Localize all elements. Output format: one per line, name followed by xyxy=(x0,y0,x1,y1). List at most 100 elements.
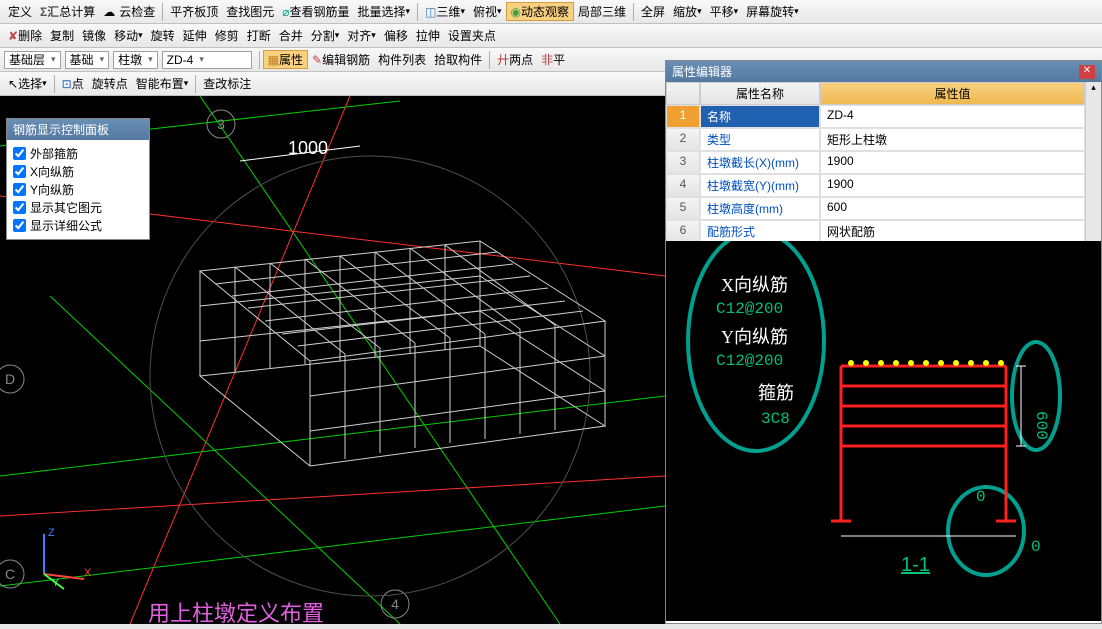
svg-text:C12@200: C12@200 xyxy=(716,300,783,318)
annotation-text: 用上柱墩定义布置 xyxy=(148,596,324,628)
pencil-icon: ✎ xyxy=(312,53,322,67)
svg-text:C: C xyxy=(5,566,15,582)
prop-name[interactable]: 名称 xyxy=(700,105,820,128)
prop-name[interactable]: 柱墩截宽(Y)(mm) xyxy=(700,174,820,197)
close-button[interactable]: ✕ xyxy=(1079,65,1095,79)
prop-name[interactable]: 柱墩高度(mm) xyxy=(700,197,820,220)
btn-cloud-check[interactable]: ☁云检查 xyxy=(99,3,159,20)
prop-editor-title: 属性编辑器 xyxy=(672,63,732,80)
point-icon: ⊡ xyxy=(62,77,72,91)
btn-define[interactable]: 定义 xyxy=(4,3,36,20)
btn-trim[interactable]: 修剪 xyxy=(211,27,243,44)
btn-smart[interactable]: 智能布置 ▾ xyxy=(132,75,193,92)
prop-name[interactable]: 类型 xyxy=(700,128,820,151)
rebar-icon: ⌀ xyxy=(282,5,289,19)
delete-icon: ✘ xyxy=(8,29,18,43)
btn-align[interactable]: 对齐 ▾ xyxy=(343,27,380,44)
btn-comp-list[interactable]: 构件列表 xyxy=(374,51,430,68)
btn-sum-calc[interactable]: Σ 汇总计算 xyxy=(36,3,99,20)
dd-category[interactable]: 基础 xyxy=(65,51,110,69)
btn-check-annot[interactable]: 查改标注 xyxy=(199,75,255,92)
svg-text:Z: Z xyxy=(48,527,55,539)
row-num[interactable]: 3 xyxy=(666,151,700,174)
btn-zoom[interactable]: 缩放 ▾ xyxy=(669,3,706,20)
dd-instance[interactable]: ZD-4 xyxy=(162,51,252,69)
btn-delete[interactable]: ✘ 删除 xyxy=(4,27,46,44)
btn-property[interactable]: ▦ 属性 xyxy=(263,50,308,69)
btn-merge[interactable]: 合并 xyxy=(275,27,307,44)
btn-move[interactable]: 移动 ▾ xyxy=(110,27,147,44)
btn-flat[interactable]: 非 平 xyxy=(537,51,569,68)
svg-text:3C8: 3C8 xyxy=(761,410,790,428)
btn-find-ent[interactable]: 查找图元 xyxy=(222,3,278,20)
prop-name[interactable]: 配筋形式 xyxy=(700,220,820,243)
btn-set-grip[interactable]: 设置夹点 xyxy=(444,27,500,44)
chk-label: 外部箍筋 xyxy=(30,145,78,162)
prop-val[interactable]: 网状配筋 xyxy=(820,220,1085,243)
row-num[interactable]: 2 xyxy=(666,128,700,151)
prop-val[interactable]: 1900 xyxy=(820,174,1085,197)
col-name-header: 属性名称 xyxy=(700,82,820,105)
btn-rotate[interactable]: 旋转 xyxy=(147,27,179,44)
row-num[interactable]: 6 xyxy=(666,220,700,243)
btn-pan[interactable]: 平移 ▾ xyxy=(706,3,743,20)
svg-text:X: X xyxy=(84,567,92,579)
btn-view-rebar[interactable]: ⌀ 查看钢筋量 xyxy=(278,3,353,20)
btn-top-view[interactable]: 俯视 ▾ xyxy=(469,3,506,20)
btn-extend[interactable]: 延伸 xyxy=(179,27,211,44)
svg-text:4: 4 xyxy=(391,596,399,612)
svg-text:箍筋: 箍筋 xyxy=(758,383,794,403)
btn-local-3d[interactable]: 局部三维 xyxy=(574,3,630,20)
cube-icon: ◫ xyxy=(425,5,436,19)
svg-text:Y: Y xyxy=(52,577,60,589)
row-num[interactable]: 1 xyxy=(666,105,700,128)
btn-stretch[interactable]: 拉伸 xyxy=(412,27,444,44)
property-grid[interactable]: 属性名称 属性值 ▴ 1 名称 ZD-4 2 类型 矩形上柱墩 3 柱墩截长(X… xyxy=(666,82,1101,267)
chk-show-other[interactable] xyxy=(13,201,26,214)
prop-val[interactable]: 600 xyxy=(820,197,1085,220)
chk-show-formula[interactable] xyxy=(13,219,26,232)
prop-val[interactable]: 1900 xyxy=(820,151,1085,174)
svg-text:D: D xyxy=(5,371,15,387)
prop-val[interactable]: ZD-4 xyxy=(820,105,1085,128)
svg-text:X向纵筋: X向纵筋 xyxy=(721,275,788,295)
btn-offset[interactable]: 偏移 xyxy=(380,27,412,44)
btn-flat-top[interactable]: 平齐板顶 xyxy=(166,3,222,20)
axis-gizmo: Z X Y xyxy=(24,524,94,594)
btn-batch-sel[interactable]: 批量选择 ▾ xyxy=(354,3,415,20)
chk-label: X向纵筋 xyxy=(30,163,74,180)
panel-title: 钢筋显示控制面板 xyxy=(7,119,149,140)
btn-split[interactable]: 分割 ▾ xyxy=(307,27,344,44)
btn-mirror[interactable]: 镜像 xyxy=(78,27,110,44)
btn-rot-pt[interactable]: 旋转点 xyxy=(88,75,132,92)
scrollbar[interactable]: ▴ xyxy=(1085,82,1101,266)
chk-x-rebar[interactable] xyxy=(13,165,26,178)
row-num[interactable]: 5 xyxy=(666,197,700,220)
row-num[interactable]: 4 xyxy=(666,174,700,197)
btn-pick[interactable]: 拾取构件 xyxy=(430,51,486,68)
property-icon: ▦ xyxy=(268,53,279,67)
btn-dyn-obs[interactable]: ◉ 动态观察 xyxy=(506,2,575,21)
chk-outer-stirrup[interactable] xyxy=(13,147,26,160)
rebar-display-panel[interactable]: 钢筋显示控制面板 外部箍筋 X向纵筋 Y向纵筋 显示其它图元 显示详细公式 xyxy=(6,118,150,240)
chk-label: Y向纵筋 xyxy=(30,181,74,198)
dd-type[interactable]: 柱墩 xyxy=(113,51,158,69)
cursor-icon: ↖ xyxy=(8,77,18,91)
btn-select[interactable]: ↖ 选择 ▾ xyxy=(4,75,51,92)
btn-screen-rot[interactable]: 屏幕旋转 ▾ xyxy=(742,3,803,20)
btn-full[interactable]: 全屏 xyxy=(637,3,669,20)
prop-name[interactable]: 柱墩截长(X)(mm) xyxy=(700,151,820,174)
btn-point[interactable]: ⊡ 点 xyxy=(58,75,88,92)
btn-copy[interactable]: 复制 xyxy=(46,27,78,44)
chk-y-rebar[interactable] xyxy=(13,183,26,196)
btn-3d[interactable]: ◫三维 ▾ xyxy=(421,3,469,20)
btn-two-pt[interactable]: 廾 两点 xyxy=(493,51,537,68)
svg-text:0: 0 xyxy=(1031,538,1041,556)
chk-label: 显示其它图元 xyxy=(30,199,102,216)
dd-layer[interactable]: 基础层 xyxy=(4,51,61,69)
svg-text:Y向纵筋: Y向纵筋 xyxy=(721,327,788,347)
btn-break[interactable]: 打断 xyxy=(243,27,275,44)
btn-edit-rebar[interactable]: ✎ 编辑钢筋 xyxy=(308,51,374,68)
chk-label: 显示详细公式 xyxy=(30,217,102,234)
prop-val[interactable]: 矩形上柱墩 xyxy=(820,128,1085,151)
